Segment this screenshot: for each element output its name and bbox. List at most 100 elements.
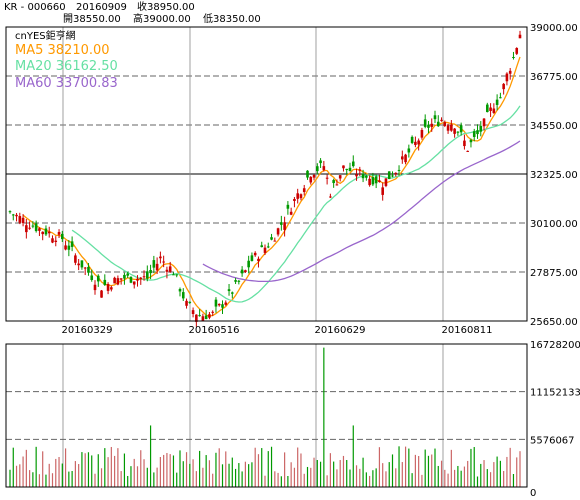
candle-body (378, 180, 381, 183)
candle-body (316, 166, 319, 172)
candle-body (100, 290, 103, 298)
candle-body (90, 275, 94, 280)
candle-body (38, 228, 41, 231)
candle-body (126, 273, 129, 276)
candle-body (208, 314, 211, 318)
candle-body (21, 217, 25, 224)
candle-body (280, 222, 283, 225)
candle-body (381, 187, 384, 195)
header-code: KR - 000660 (4, 2, 66, 13)
price-y-tick-label: 34550.00 (530, 121, 578, 132)
candle-body (67, 245, 71, 250)
candle-body (168, 266, 172, 272)
candle-body (361, 173, 365, 179)
candle-body (459, 125, 463, 133)
candle-body (253, 252, 257, 256)
candle-body (463, 140, 466, 147)
x-tick-label: 20160329 (62, 325, 113, 336)
candle-body (482, 118, 486, 127)
candle-body (355, 174, 358, 177)
candle-body (512, 56, 515, 58)
candle-body (185, 300, 188, 306)
candle-body (351, 161, 355, 167)
candle-body (18, 216, 22, 223)
candle-body (41, 231, 44, 235)
header-date: 20160909 (76, 2, 127, 13)
candle-body (28, 227, 31, 229)
candle-body (404, 154, 407, 163)
candle-body (162, 261, 165, 263)
candle-body (8, 211, 12, 213)
candle-body (410, 136, 414, 143)
candle-body (113, 277, 116, 284)
candle-body (93, 284, 97, 291)
candle-body (394, 172, 398, 174)
candle-body (129, 276, 133, 283)
legend-ma60: MA60 33700.83 (15, 76, 118, 91)
candle-body (165, 269, 169, 272)
candle-body (492, 108, 496, 113)
volume-y-tick-label: 5576067 (530, 435, 575, 446)
candle-body (273, 240, 277, 242)
candle-body (332, 180, 335, 184)
candle-body (342, 165, 345, 169)
candle-body (77, 263, 80, 266)
candle-body (302, 188, 306, 192)
candle-body (348, 167, 352, 171)
candle-body (119, 278, 123, 280)
candle-body (299, 194, 303, 199)
candle-body (96, 275, 100, 282)
volume-y-tick-label: 16728200 (530, 340, 580, 351)
candle-body (80, 260, 84, 268)
candle-body (365, 175, 368, 178)
volume-panel-frame (5, 343, 528, 488)
price-panel-frame (5, 26, 528, 322)
candle-body (201, 316, 205, 321)
price-y-tick-label: 25650.00 (530, 317, 578, 328)
volume-y-tick-label: 11152133 (530, 388, 580, 399)
candle-body (358, 169, 362, 171)
candle-body (489, 107, 492, 111)
candle-body (221, 304, 224, 308)
price-y-tick-label: 39000.00 (530, 23, 578, 34)
candle-body (427, 124, 430, 128)
candle-body (175, 274, 179, 276)
candle-body (453, 128, 456, 134)
candle-body (456, 131, 460, 133)
candle-body (502, 83, 505, 90)
candle-body (188, 301, 192, 303)
candle-body (116, 278, 120, 285)
ma60-line (202, 140, 521, 283)
candle-body (31, 225, 35, 227)
candle-body (159, 256, 162, 259)
candle-body (257, 258, 260, 262)
candle-body (172, 274, 175, 276)
candle-body (472, 131, 476, 137)
candle-body (244, 270, 247, 273)
candle-body (34, 223, 38, 232)
candle-body (231, 292, 234, 294)
candle-body (25, 225, 28, 233)
candle-body (325, 177, 329, 179)
ma20-line (71, 105, 521, 303)
candle-body (423, 119, 427, 127)
candle-body (47, 231, 51, 234)
candle-body (476, 130, 479, 135)
candle-body (469, 139, 473, 143)
candle-body (266, 246, 270, 248)
candle-body (106, 283, 110, 291)
candle-body (152, 260, 156, 268)
candle-body (44, 228, 48, 235)
candle-body (335, 184, 339, 186)
candle-body (499, 97, 502, 99)
candle-body (110, 287, 113, 290)
price-y-tick-label: 36775.00 (530, 72, 578, 83)
header-close: 收38950.00 (137, 2, 195, 13)
candle-body (54, 240, 58, 242)
volume-y-tick-label: 0 (530, 488, 536, 499)
candle-body (495, 99, 499, 105)
candle-body (387, 171, 391, 180)
candle-body (417, 140, 420, 145)
candle-body (384, 178, 388, 186)
candle-body (420, 129, 424, 138)
